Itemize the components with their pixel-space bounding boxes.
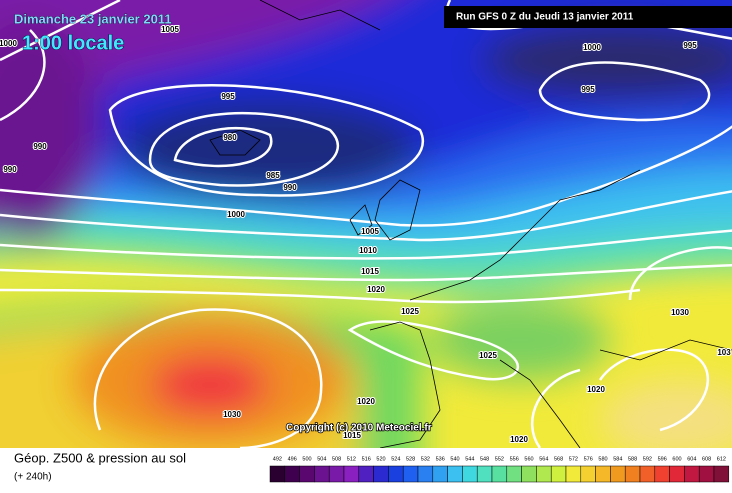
scale-swatch — [343, 465, 360, 483]
scale-swatch — [639, 465, 656, 483]
scale-swatch — [417, 465, 434, 483]
scale-label: 556 — [510, 456, 519, 462]
scale-swatch — [314, 465, 330, 483]
scale-label: 548 — [480, 456, 489, 462]
isobar-label: 1000 — [583, 43, 601, 52]
isobar-label: 1005 — [161, 25, 179, 34]
isobar-label: 990 — [3, 165, 17, 174]
forecast-date: Dimanche 23 janvier 2011 — [14, 11, 172, 26]
isobar-label: 990 — [283, 183, 297, 192]
isobar-label: 1020 — [367, 285, 385, 294]
scale-label: 568 — [554, 456, 563, 462]
run-box — [444, 6, 732, 28]
isobar-label: 1005 — [361, 227, 379, 236]
scale-swatch — [698, 465, 715, 483]
scale-label: 552 — [495, 456, 504, 462]
scale-label: 608 — [702, 456, 711, 462]
isobar-label: 1000 — [227, 210, 245, 219]
scale-swatch — [684, 465, 700, 483]
scale-label: 504 — [317, 456, 326, 462]
scale-label: 572 — [569, 456, 578, 462]
isobar-label: 980 — [223, 133, 237, 142]
isobar-label: 1020 — [357, 397, 375, 406]
scale-swatch — [565, 465, 582, 483]
forecast-range: (+ 240h) — [14, 472, 52, 483]
scale-label: 508 — [332, 456, 341, 462]
scale-swatch — [373, 465, 389, 483]
scale-swatch — [506, 465, 522, 483]
scale-swatch — [669, 465, 685, 483]
scale-label: 492 — [273, 456, 282, 462]
scale-label: 524 — [391, 456, 400, 462]
legend-title: Géop. Z500 & pression au sol — [14, 450, 186, 465]
scale-swatch — [299, 465, 315, 483]
scale-label: 592 — [643, 456, 652, 462]
isobar-label: 985 — [266, 171, 280, 180]
scale-label: 596 — [658, 456, 667, 462]
isobar-label: 1015 — [361, 267, 379, 276]
scale-label: 544 — [465, 456, 474, 462]
copyright: Copyright (c) 2010 Meteociel.fr — [286, 423, 432, 434]
isobar-label: 995 — [683, 41, 697, 50]
isobar-label: 995 — [581, 85, 595, 94]
isobar-label: 995 — [221, 92, 235, 101]
scale-label: 588 — [628, 456, 637, 462]
scale-swatch — [580, 465, 596, 483]
scale-swatch — [476, 465, 493, 483]
isobar-label: 1015 — [343, 431, 361, 440]
scale-label: 528 — [406, 456, 415, 462]
isobar-label: 1000 — [0, 39, 17, 48]
isobar-label: 1010 — [359, 246, 377, 255]
scale-label: 604 — [687, 456, 696, 462]
scale-swatch — [536, 465, 552, 483]
scale-label: 516 — [362, 456, 371, 462]
coastlines — [209, 0, 732, 448]
scale-label: 540 — [450, 456, 459, 462]
scale-label: 500 — [302, 456, 311, 462]
scale-label: 536 — [436, 456, 445, 462]
isobar-label: 990 — [33, 142, 47, 151]
isobar-label: 1025 — [401, 307, 419, 316]
scale-swatch — [491, 465, 508, 483]
scale-label: 600 — [672, 456, 681, 462]
scale-label: 612 — [717, 456, 726, 462]
run-info: Run GFS 0 Z du Jeudi 13 janvier 2011 — [456, 12, 634, 23]
scale-swatch — [610, 465, 626, 483]
isobar-label: 1030 — [671, 308, 689, 317]
scale-label: 532 — [421, 456, 430, 462]
scale-label: 560 — [524, 456, 533, 462]
scale-swatch — [358, 465, 374, 483]
scale-swatch — [284, 465, 300, 483]
scale-swatch — [550, 465, 567, 483]
isobar-label: 1020 — [510, 435, 528, 444]
scale-swatch — [432, 465, 448, 483]
scale-swatch — [388, 465, 404, 483]
scale-swatch — [521, 465, 537, 483]
scale-label: 580 — [598, 456, 607, 462]
scale-label: 564 — [539, 456, 548, 462]
scale-swatch — [713, 465, 730, 483]
scale-label: 584 — [613, 456, 622, 462]
isobar-label: 1020 — [587, 385, 605, 394]
scale-swatch — [447, 465, 463, 483]
scale-swatch — [654, 465, 670, 483]
scale-label: 576 — [584, 456, 593, 462]
scale-swatch — [624, 465, 641, 483]
scale-swatch — [269, 465, 286, 483]
forecast-time: 1:00 locale — [22, 32, 124, 54]
scale-swatch — [595, 465, 611, 483]
isobar-label: 1030 — [223, 410, 241, 419]
scale-label: 496 — [288, 456, 297, 462]
scale-swatch — [462, 465, 478, 483]
scale-label: 512 — [347, 456, 356, 462]
scale-label: 520 — [376, 456, 385, 462]
scale-swatch — [402, 465, 419, 483]
isobar-label: 1025 — [479, 351, 497, 360]
isobar-label: 103 — [717, 348, 731, 357]
scale-swatch — [328, 465, 345, 483]
